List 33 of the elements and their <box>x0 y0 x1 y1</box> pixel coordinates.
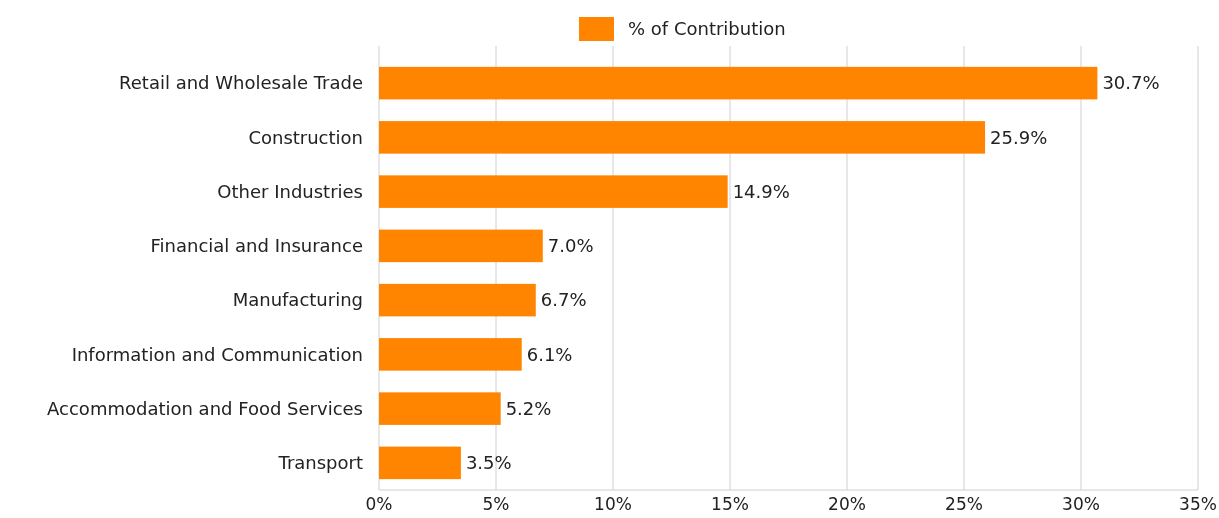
bar <box>379 175 728 208</box>
data-label: 5.2% <box>505 397 552 419</box>
data-label: 6.7% <box>540 289 587 311</box>
bar <box>379 229 543 263</box>
x-tick-label: 20% <box>828 493 866 514</box>
bar <box>379 283 536 317</box>
x-tick-label: 30% <box>1062 493 1100 514</box>
x-tick-label: 35% <box>1179 493 1217 514</box>
data-label: 6.1% <box>526 343 573 365</box>
y-tick-label: Financial and Insurance <box>150 235 363 257</box>
x-tick-label: 0% <box>365 493 393 514</box>
x-tick-label: 25% <box>945 493 983 514</box>
bar <box>379 392 501 425</box>
data-label: 14.9% <box>732 180 790 202</box>
bar <box>379 446 461 480</box>
bar <box>379 66 1098 100</box>
y-tick-label: Transport <box>277 452 363 474</box>
data-label: 3.5% <box>465 452 512 474</box>
y-tick-label: Information and Communication <box>71 343 363 365</box>
legend-label: % of Contribution <box>628 18 786 40</box>
y-tick-label: Construction <box>248 126 363 148</box>
y-tick-label: Retail and Wholesale Trade <box>119 72 363 94</box>
data-label: 7.0% <box>547 235 594 257</box>
x-tick-label: 15% <box>711 493 749 514</box>
x-tick-label: 10% <box>594 493 632 514</box>
y-tick-label: Other Industries <box>217 180 363 202</box>
data-label: 25.9% <box>990 126 1048 148</box>
bar <box>379 338 522 371</box>
bar <box>379 121 986 154</box>
y-tick-label: Manufacturing <box>232 289 363 311</box>
y-tick-label: Accommodation and Food Services <box>47 397 363 419</box>
x-tick-label: 5% <box>482 493 510 514</box>
data-label: 30.7% <box>1102 72 1160 94</box>
